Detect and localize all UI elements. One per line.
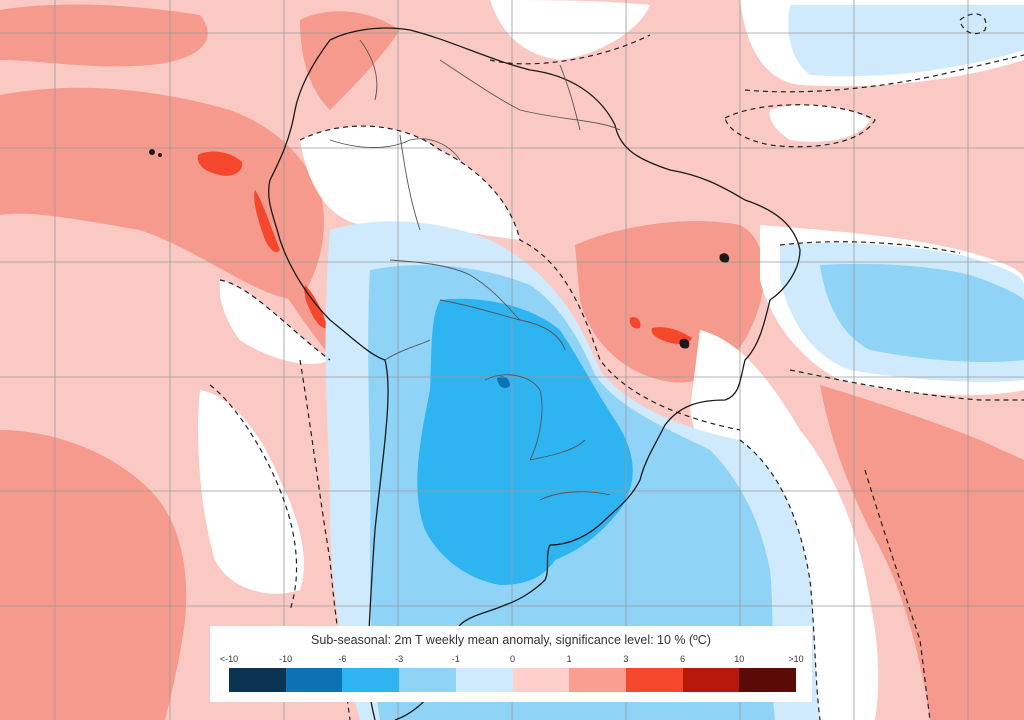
- legend-tick-label: 10: [734, 654, 745, 664]
- legend-tick-label: 3: [623, 654, 629, 664]
- legend-tick-label: -6: [338, 654, 347, 664]
- legend-tick-label: -1: [451, 654, 460, 664]
- legend-title: Sub-seasonal: 2m T weekly mean anomaly, …: [311, 633, 711, 647]
- legend-swatch: [399, 668, 456, 692]
- legend-swatch: [285, 668, 343, 692]
- legend-swatch: [342, 668, 400, 692]
- country-borders: [329, 39, 621, 501]
- dark-anomaly-specks: [149, 149, 730, 349]
- legend-swatch: [682, 668, 740, 692]
- cold-core-patch: [497, 375, 510, 388]
- legend-tick-label: >10: [788, 654, 804, 664]
- legend-swatch: [512, 668, 570, 692]
- legend-tick-label: -3: [395, 654, 404, 664]
- coastlines: [268, 27, 801, 720]
- significance-contours: [209, 13, 1024, 720]
- cool-strong-regions: [417, 298, 633, 585]
- legend-swatch: [739, 668, 797, 692]
- legend-tick-labels: <-10 -10 -6 -3 -1 0 1 3 6 10 >10: [210, 654, 812, 666]
- legend-swatch: [455, 668, 513, 692]
- legend-swatch: [229, 668, 286, 692]
- legend-tick-label: 0: [509, 654, 516, 664]
- legend-tick-label: <-10: [219, 654, 239, 664]
- legend-swatch: [625, 668, 683, 692]
- legend-tick-label: 6: [680, 654, 686, 664]
- legend-tick-label: -10: [279, 654, 293, 664]
- legend-color-bar: [229, 668, 797, 692]
- legend-panel: Sub-seasonal: 2m T weekly mean anomaly, …: [210, 626, 812, 702]
- strong-warm-patches: [197, 151, 692, 344]
- legend-swatch: [569, 668, 626, 692]
- legend-tick-label: 1: [566, 654, 572, 664]
- warm-anomaly-regions: [0, 4, 1024, 720]
